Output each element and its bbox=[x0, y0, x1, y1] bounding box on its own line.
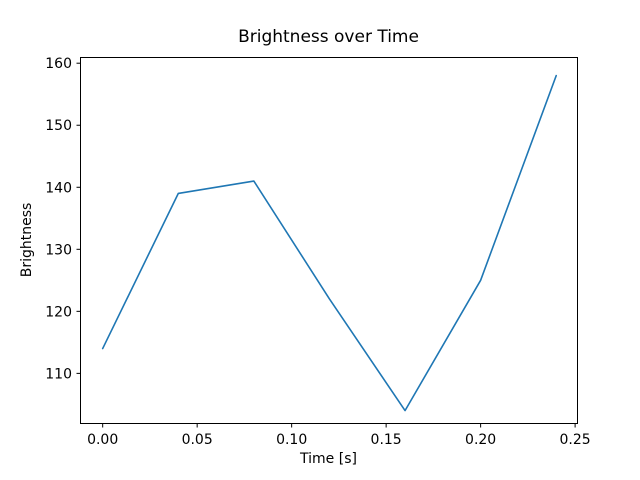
chart-title: Brightness over Time bbox=[238, 27, 419, 47]
y-tick-label: 120 bbox=[45, 304, 72, 320]
x-tick-label: 0.15 bbox=[371, 432, 402, 448]
y-tick-label: 140 bbox=[45, 180, 72, 196]
y-tick-label: 110 bbox=[45, 366, 72, 382]
brightness-line bbox=[101, 74, 558, 412]
y-tick-label: 130 bbox=[45, 242, 72, 258]
y-tick-label: 150 bbox=[45, 118, 72, 134]
y-axis-label: Brightness bbox=[19, 202, 35, 278]
x-tick-label: 0.10 bbox=[276, 432, 307, 448]
x-tick-label: 0.05 bbox=[182, 432, 213, 448]
y-tick-label: 160 bbox=[45, 56, 72, 72]
x-tick-label: 0.20 bbox=[465, 432, 496, 448]
x-tick-label: 0.00 bbox=[87, 432, 118, 448]
x-axis-label: Time [s] bbox=[300, 451, 357, 467]
x-tick-label: 0.25 bbox=[560, 432, 591, 448]
